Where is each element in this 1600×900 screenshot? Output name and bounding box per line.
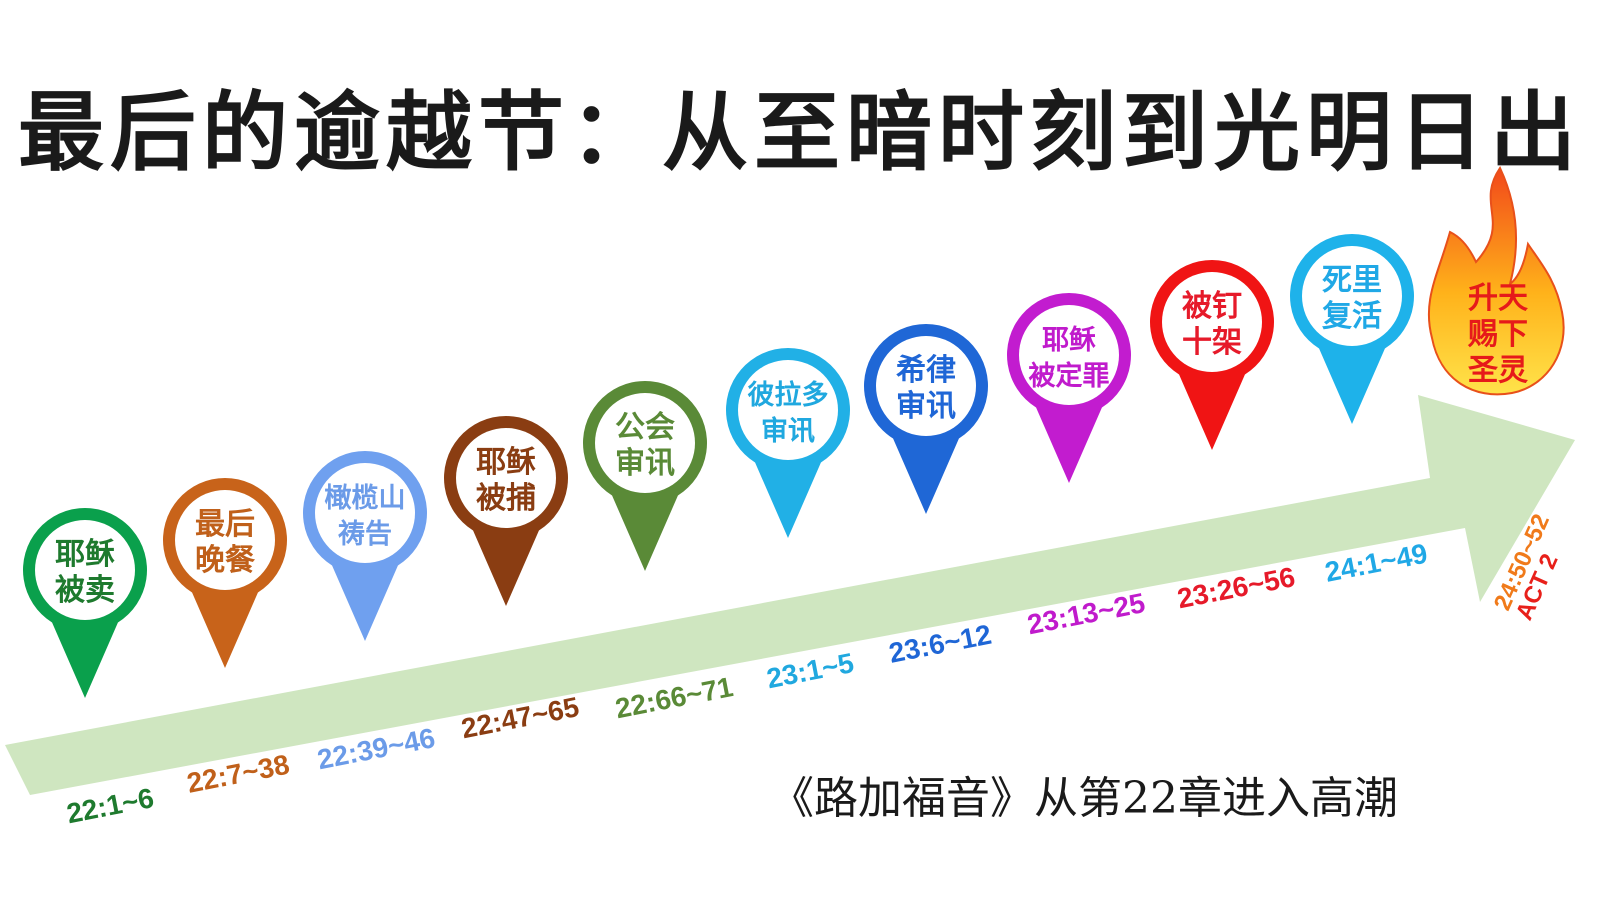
- stage-label-line1: 耶稣: [476, 445, 536, 480]
- stage-label-line1: 耶稣: [55, 537, 115, 572]
- stage-label-line2: 审讯: [761, 415, 815, 447]
- footer-caption: 《路加福音》从第22章进入高潮: [770, 773, 1398, 824]
- stage-label-line2: 审讯: [896, 389, 956, 424]
- stage-label-line2: 审讯: [615, 446, 675, 481]
- pin-inner-circle: [175, 490, 275, 590]
- stage-label-line1: 橄榄山: [325, 483, 406, 514]
- pin-inner-circle: [1302, 246, 1402, 346]
- stage-label-line2: 被卖: [55, 573, 115, 608]
- scripture-ref-1: 22:1~6: [64, 782, 156, 829]
- stage-label-line2: 复活: [1322, 299, 1382, 334]
- finale-label-line2: 赐下: [1467, 317, 1528, 352]
- stage-label-line2: 祷告: [338, 518, 392, 550]
- stage-label-line1: 最后: [195, 507, 255, 542]
- pin-inner-circle: [1019, 305, 1119, 405]
- page-title: 最后的逾越节：从至暗时刻到光明日出: [18, 82, 1582, 183]
- flame-icon: [1427, 165, 1565, 396]
- stage-label-line2: 被定罪: [1029, 360, 1110, 392]
- stage-label-line2: 被捕: [476, 481, 536, 516]
- stage-label-line2: 十架: [1182, 325, 1242, 360]
- stage-label-line1: 彼拉多: [748, 379, 829, 411]
- pin-inner-circle: [315, 463, 415, 563]
- pin-inner-circle: [1162, 272, 1262, 372]
- pin-inner-circle: [738, 360, 838, 460]
- stage-label-line1: 希律: [896, 353, 956, 388]
- pin-inner-circle: [595, 393, 695, 493]
- stage-label-line1: 公会: [615, 410, 675, 445]
- stage-label-line2: 晚餐: [195, 543, 256, 578]
- finale-label-line3: 圣灵: [1468, 353, 1528, 388]
- pin-inner-circle: [35, 520, 135, 620]
- stage-label-line1: 死里: [1322, 263, 1382, 298]
- stage-label-line1: 被钉: [1182, 289, 1242, 324]
- pin-inner-circle: [456, 428, 556, 528]
- finale-label-line1: 升天: [1468, 281, 1528, 316]
- pin-inner-circle: [876, 336, 976, 436]
- progress-arrow: [5, 395, 1575, 795]
- stage-label-line1: 耶稣: [1042, 325, 1096, 356]
